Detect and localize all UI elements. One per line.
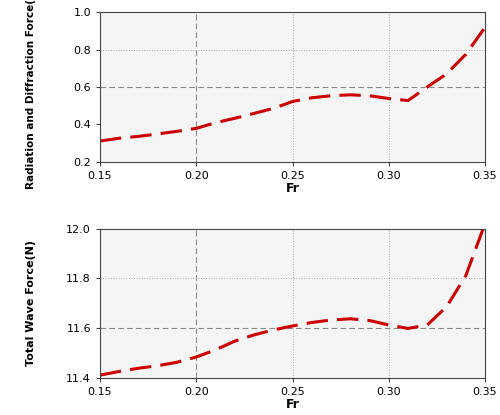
X-axis label: Fr: Fr	[286, 398, 300, 411]
Y-axis label: Total Wave Force(N): Total Wave Force(N)	[26, 240, 36, 366]
Y-axis label: Radiation and Diffraction Force(N): Radiation and Diffraction Force(N)	[26, 0, 36, 189]
X-axis label: Fr: Fr	[286, 182, 300, 195]
